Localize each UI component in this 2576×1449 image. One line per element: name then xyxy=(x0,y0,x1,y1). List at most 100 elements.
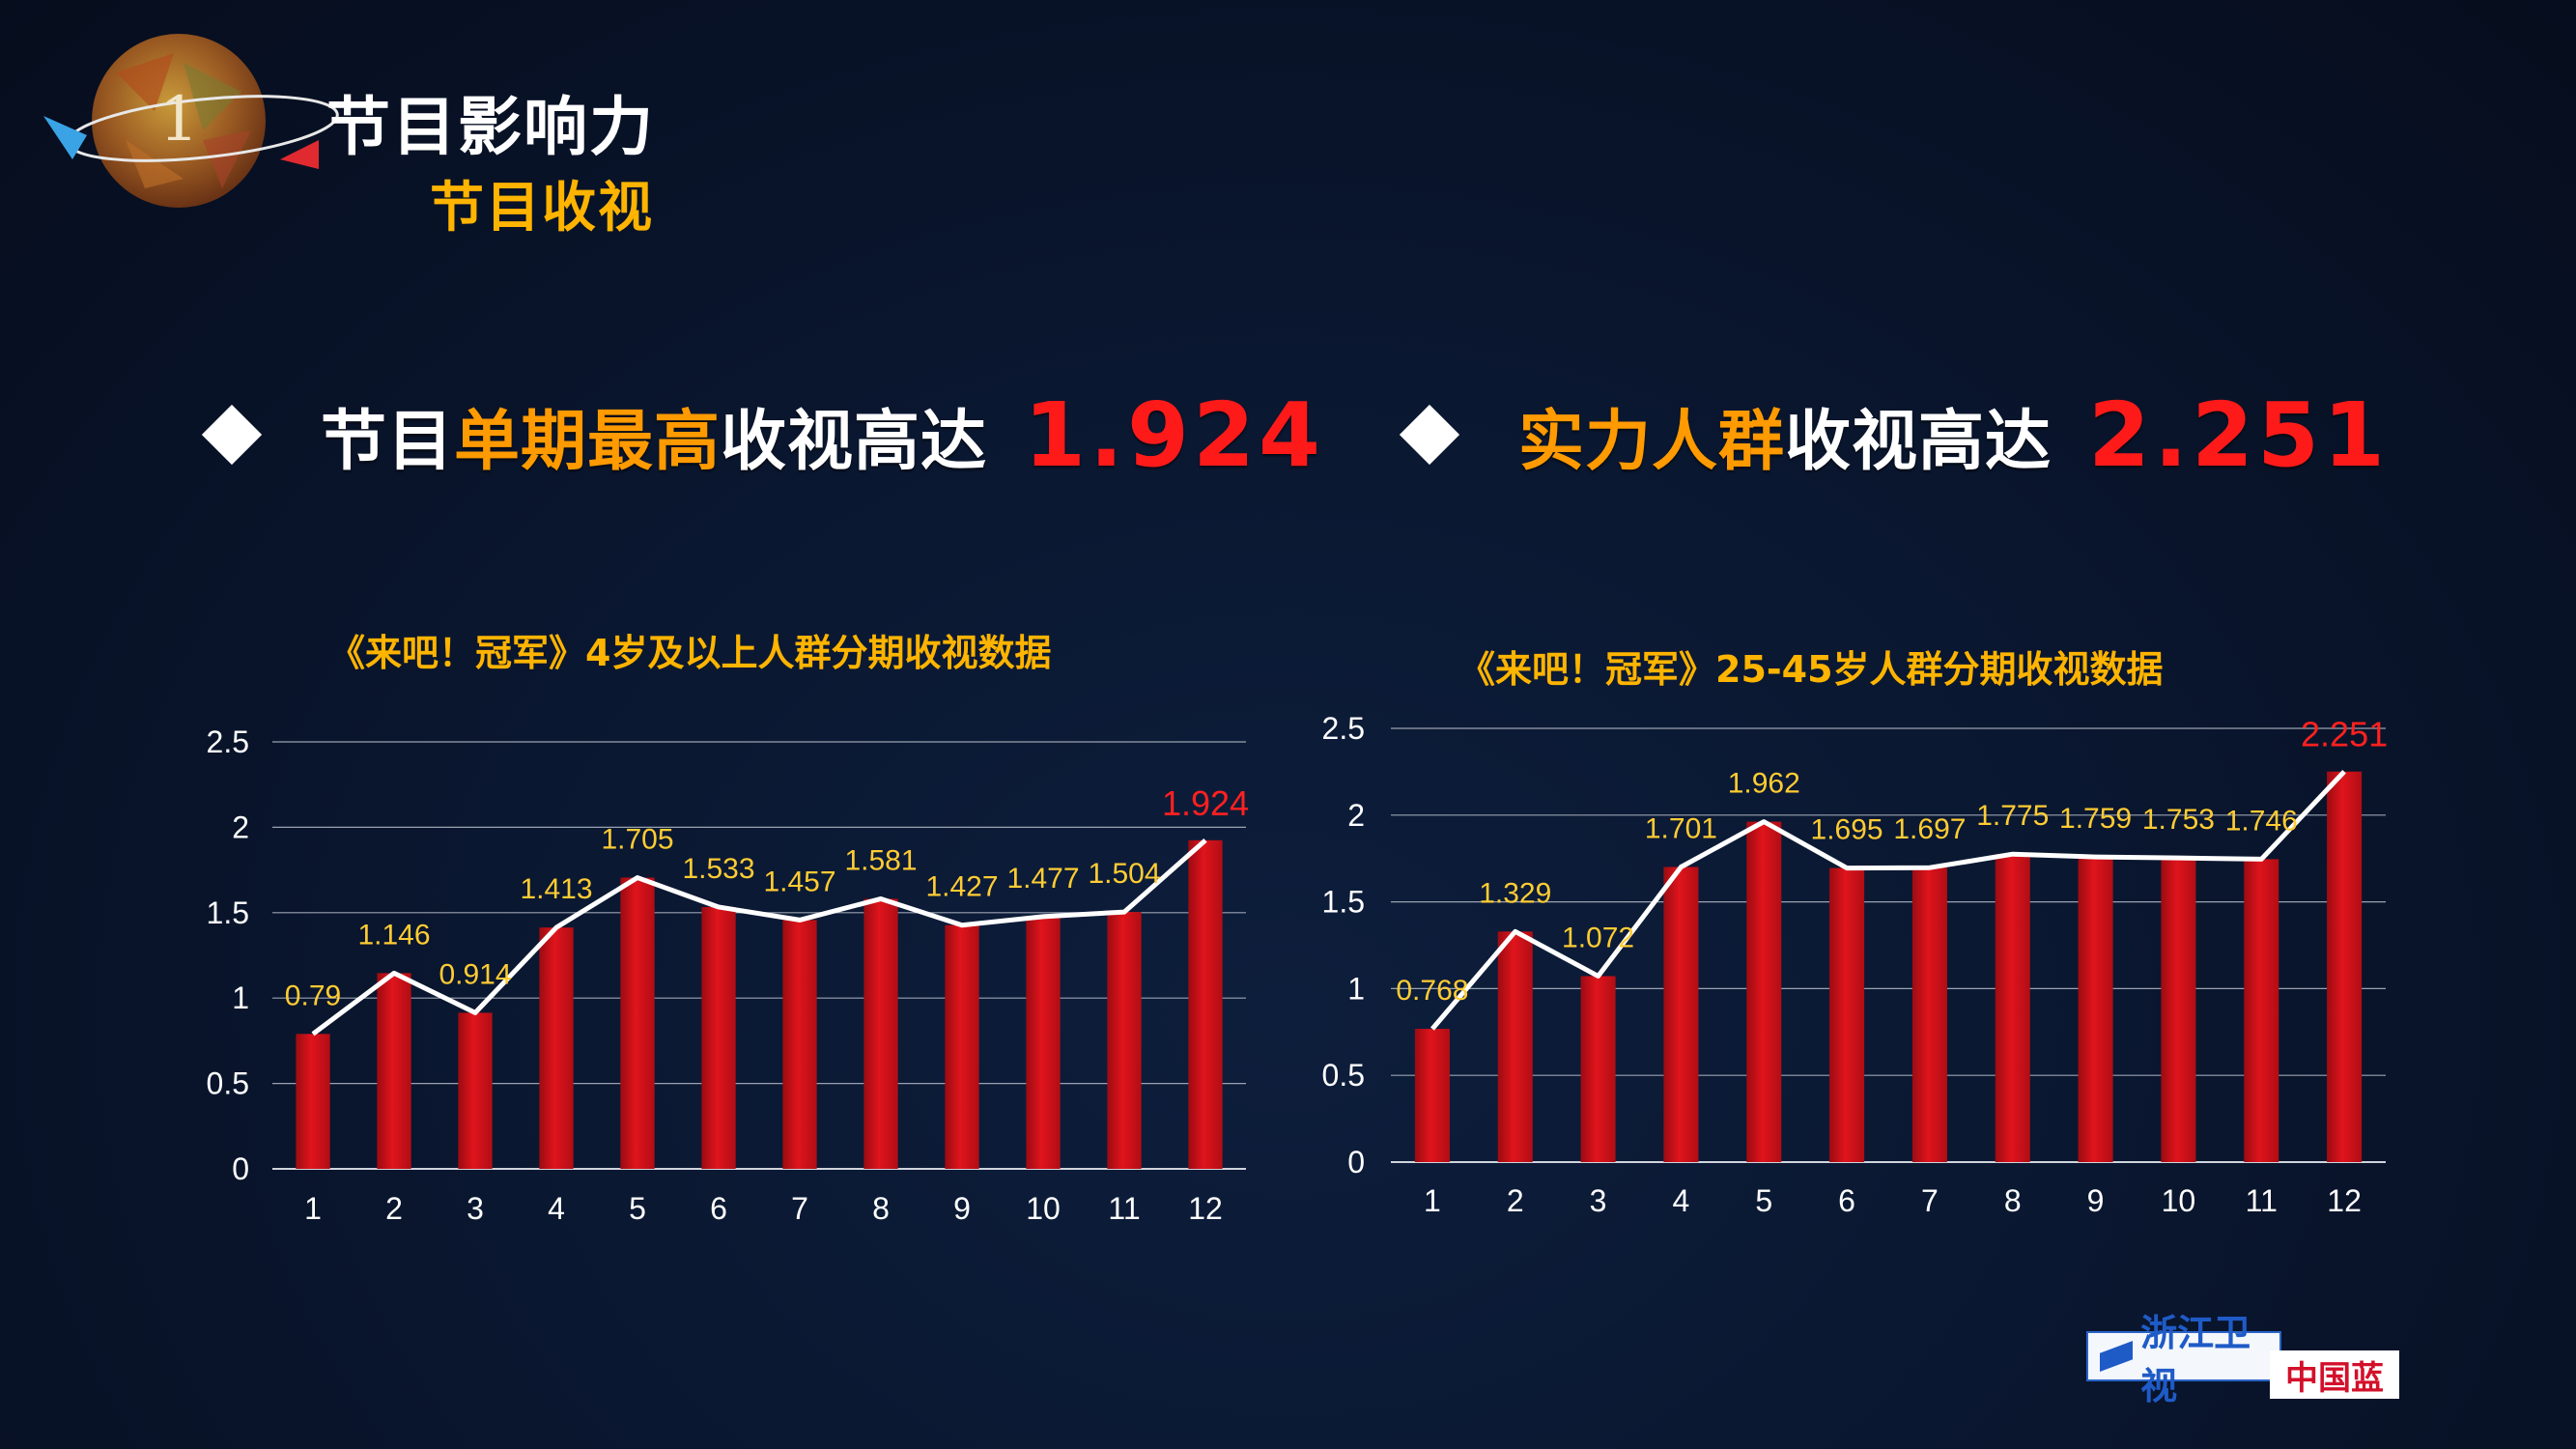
x-tick-label: 11 xyxy=(1108,1191,1140,1226)
channel-logo: 浙江卫视 中国蓝 xyxy=(2086,1312,2403,1407)
x-tick-label: 1 xyxy=(304,1191,322,1226)
x-tick-label: 3 xyxy=(467,1191,484,1226)
data-label: 1.753 xyxy=(2142,804,2215,836)
channel-name: 浙江卫视 xyxy=(2140,1312,2251,1407)
data-label: 0.768 xyxy=(1396,975,1468,1007)
data-label: 0.79 xyxy=(285,980,341,1011)
data-label: 1.581 xyxy=(844,844,917,876)
y-tick-label: 2.5 xyxy=(207,724,249,759)
data-label: 1.697 xyxy=(1893,813,1966,845)
x-tick-label: 11 xyxy=(2246,1183,2278,1218)
x-tick-label: 7 xyxy=(791,1191,808,1226)
y-tick-label: 2.5 xyxy=(1322,711,1365,746)
bar xyxy=(1746,821,1782,1162)
data-label: 1.146 xyxy=(357,919,430,951)
bar xyxy=(1497,931,1533,1162)
bar xyxy=(1663,867,1699,1162)
chart-left-title: 《来吧！冠军》4岁及以上人群分期收视数据 xyxy=(328,632,1052,674)
bar xyxy=(1107,912,1142,1169)
data-label: 1.924 xyxy=(1162,783,1249,823)
data-label: 1.759 xyxy=(2059,803,2132,835)
bar xyxy=(1580,976,1616,1162)
bar xyxy=(701,906,736,1169)
bar xyxy=(539,927,574,1169)
data-label: 0.914 xyxy=(439,958,511,990)
x-tick-label: 10 xyxy=(2162,1183,2196,1218)
bar xyxy=(1829,867,1865,1162)
zhejiang-tv-logo: 浙江卫视 xyxy=(2086,1312,2281,1407)
data-label: 1.746 xyxy=(2225,805,2298,837)
data-label: 1.329 xyxy=(1479,877,1551,909)
x-tick-label: 12 xyxy=(1188,1191,1223,1226)
x-tick-label: 8 xyxy=(2004,1183,2022,1218)
headline-left-value: 1.924 xyxy=(1024,383,1325,487)
x-tick-label: 4 xyxy=(548,1191,565,1226)
bar xyxy=(2078,857,2113,1162)
y-tick-label: 2 xyxy=(232,810,249,844)
page-title: 节目影响力 xyxy=(326,90,655,164)
bar xyxy=(377,973,411,1169)
x-tick-label: 9 xyxy=(2087,1183,2105,1218)
data-label: 2.251 xyxy=(2301,715,2388,754)
chart-right-title: 《来吧！冠军》25-45岁人群分期收视数据 xyxy=(1458,648,2164,691)
page-subtitle: 节目收视 xyxy=(430,177,654,240)
bar xyxy=(1026,916,1061,1169)
x-tick-label: 7 xyxy=(1921,1183,1939,1218)
x-tick-label: 2 xyxy=(1507,1183,1524,1218)
data-label: 1.695 xyxy=(1811,814,1883,846)
y-tick-label: 1 xyxy=(1347,971,1365,1006)
chart-left: 00.511.522.51 2 3 4 5 6 7 8 9 10 11 120.791.1460.91… xyxy=(207,724,1250,1226)
bar xyxy=(296,1034,330,1169)
badge-number: 1 xyxy=(159,84,199,156)
bar xyxy=(2327,771,2363,1162)
bar xyxy=(1995,854,2030,1162)
data-label: 1.477 xyxy=(1006,863,1079,895)
bar xyxy=(945,924,979,1169)
x-tick-label: 6 xyxy=(710,1191,727,1226)
x-tick-label: 2 xyxy=(385,1191,403,1226)
x-tick-label: 4 xyxy=(1673,1183,1690,1218)
bar xyxy=(2244,859,2279,1162)
section-badge: 1 xyxy=(39,24,348,217)
data-label: 1.705 xyxy=(601,824,673,856)
data-label: 1.427 xyxy=(925,871,998,903)
x-tick-label: 12 xyxy=(2327,1183,2362,1218)
bar xyxy=(1911,867,1947,1162)
trend-line xyxy=(1430,770,2346,1031)
y-tick-label: 0.5 xyxy=(1322,1058,1365,1093)
trend-line xyxy=(311,838,1207,1037)
chart-right: 00.511.522.51 2 3 4 5 6 7 8 9 10 11 120.7681.3291.0… xyxy=(1322,711,2389,1218)
zjtv-mark-icon xyxy=(2100,1341,2134,1372)
headline-left-part3: 收视高达 xyxy=(721,403,988,480)
x-tick-label: 5 xyxy=(629,1191,646,1226)
bar xyxy=(782,920,817,1169)
headline-right-part1: 实力人群 xyxy=(1518,403,1786,480)
headline-left: 节目 单期最高 收视高达 1.924 xyxy=(201,367,1325,502)
data-label: 1.072 xyxy=(1562,922,1634,953)
y-tick-label: 1.5 xyxy=(207,895,249,930)
bar xyxy=(620,877,655,1169)
y-tick-label: 1 xyxy=(232,980,249,1015)
headline-left-part1: 节目 xyxy=(321,403,455,480)
x-tick-label: 9 xyxy=(953,1191,971,1226)
data-label: 1.413 xyxy=(520,873,592,905)
y-tick-label: 2 xyxy=(1347,798,1365,833)
headline-right-value: 2.251 xyxy=(2088,383,2390,487)
y-tick-label: 0 xyxy=(1347,1145,1365,1179)
bar xyxy=(2161,858,2196,1162)
x-tick-label: 1 xyxy=(1424,1183,1441,1218)
data-label: 1.962 xyxy=(1728,768,1800,800)
x-tick-label: 8 xyxy=(872,1191,890,1226)
bar xyxy=(1188,839,1223,1169)
globe-orbit-icon xyxy=(43,34,339,208)
x-tick-label: 6 xyxy=(1838,1183,1855,1218)
y-tick-label: 1.5 xyxy=(1322,885,1365,920)
data-label: 1.701 xyxy=(1645,813,1717,845)
data-label: 1.533 xyxy=(682,853,754,885)
headline-right: 实力人群 收视高达 2.251 xyxy=(1399,367,2390,502)
x-tick-label: 5 xyxy=(1755,1183,1772,1218)
headline-right-part2: 收视高达 xyxy=(1785,403,2052,480)
data-label: 1.775 xyxy=(1976,800,2049,832)
y-tick-label: 0.5 xyxy=(207,1066,249,1101)
